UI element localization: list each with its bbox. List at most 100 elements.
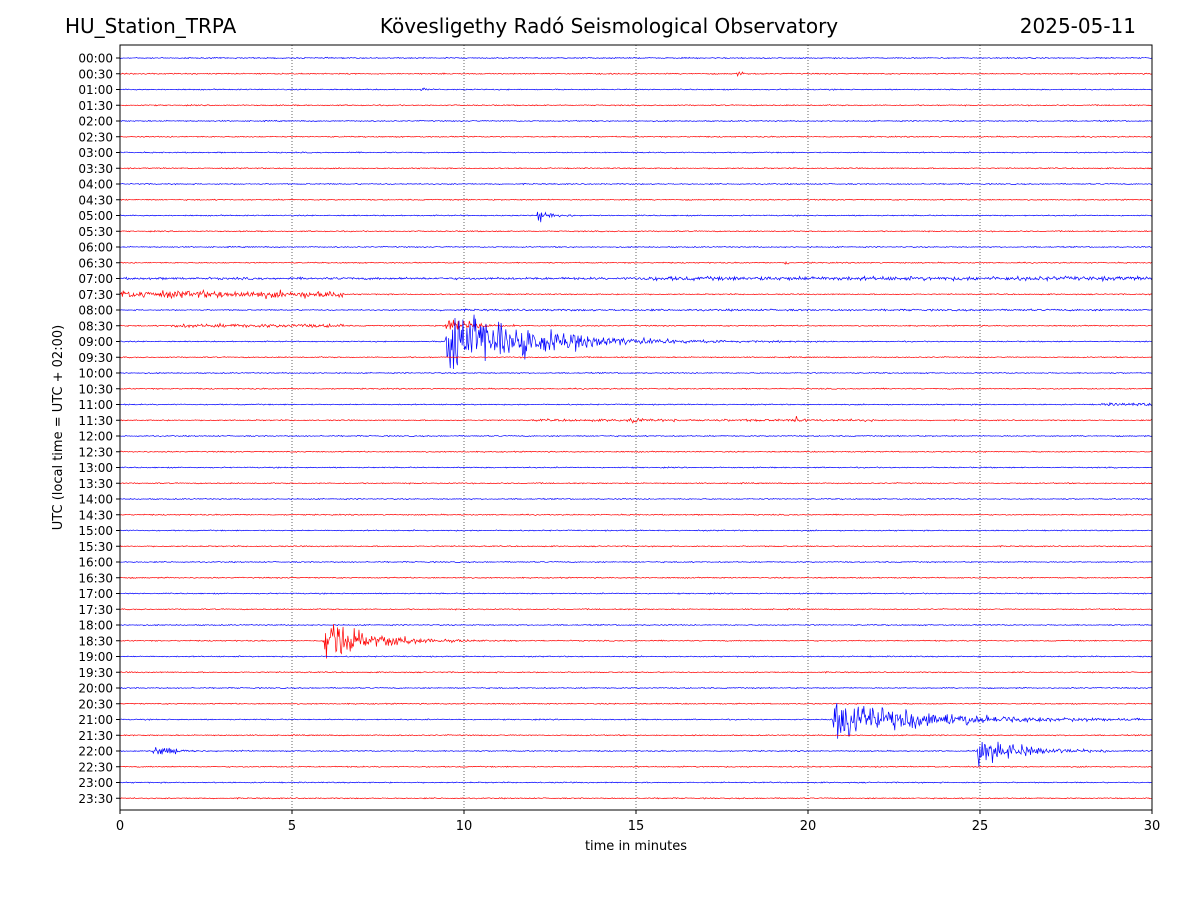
y-tick-label: 11:30 bbox=[78, 414, 113, 428]
trace-0200 bbox=[119, 119, 1153, 123]
trace-0330 bbox=[119, 166, 1153, 170]
y-tick-label: 19:30 bbox=[78, 666, 113, 680]
trace-1400 bbox=[119, 497, 1153, 501]
y-tick-label: 10:30 bbox=[78, 382, 113, 396]
y-tick-label: 11:00 bbox=[78, 398, 113, 412]
trace-0400 bbox=[119, 182, 1153, 186]
trace-1000 bbox=[119, 371, 1153, 375]
trace-0930 bbox=[119, 356, 1153, 359]
y-tick-label: 03:30 bbox=[78, 162, 113, 176]
y-tick-label: 07:00 bbox=[78, 272, 113, 286]
y-tick-label: 17:00 bbox=[78, 587, 113, 601]
trace-0500 bbox=[119, 211, 1153, 223]
trace-0030 bbox=[119, 71, 1153, 78]
trace-0230 bbox=[119, 135, 1153, 138]
trace-0000 bbox=[119, 56, 1153, 60]
y-tick-label: 05:00 bbox=[78, 209, 113, 223]
trace-1200 bbox=[119, 434, 1153, 438]
x-tick-label: 25 bbox=[972, 819, 989, 834]
trace-1030 bbox=[119, 387, 1153, 390]
y-tick-label: 20:30 bbox=[78, 697, 113, 711]
y-tick-label: 13:30 bbox=[78, 477, 113, 491]
y-tick-label: 01:30 bbox=[78, 99, 113, 113]
x-tick-label: 30 bbox=[1144, 819, 1161, 834]
trace-2200 bbox=[119, 741, 1153, 767]
y-axis-label: UTC (local time = UTC + 02:00) bbox=[51, 325, 66, 530]
y-tick-label: 17:30 bbox=[78, 603, 113, 617]
trace-0130 bbox=[119, 104, 1153, 107]
y-tick-label: 15:30 bbox=[78, 540, 113, 554]
gridlines bbox=[291, 45, 981, 810]
y-tick-label: 12:00 bbox=[78, 430, 113, 444]
trace-1430 bbox=[119, 513, 1153, 516]
trace-0800 bbox=[119, 308, 1153, 313]
x-tick-label: 10 bbox=[456, 819, 473, 834]
y-tick-label: 21:30 bbox=[78, 729, 113, 743]
x-tick-label: 20 bbox=[800, 819, 817, 834]
chart-date: 2025-05-11 bbox=[1019, 14, 1136, 38]
trace-2230 bbox=[119, 765, 1153, 768]
trace-0430 bbox=[119, 198, 1153, 201]
y-tick-label: 10:00 bbox=[78, 367, 113, 381]
x-tick-labels: 0 5 10 15 20 25 30 bbox=[116, 810, 1160, 834]
trace-1600 bbox=[119, 560, 1153, 564]
trace-1230 bbox=[119, 450, 1153, 453]
seismic-traces bbox=[119, 56, 1153, 800]
y-tick-label: 23:30 bbox=[78, 792, 113, 806]
y-tick-label: 05:30 bbox=[78, 225, 113, 239]
y-tick-label: 16:30 bbox=[78, 571, 113, 585]
y-tick-label: 22:30 bbox=[78, 760, 113, 774]
trace-0700 bbox=[119, 275, 1153, 283]
y-tick-label: 14:00 bbox=[78, 493, 113, 507]
trace-2030 bbox=[119, 702, 1153, 705]
trace-2100 bbox=[119, 703, 1153, 739]
trace-0900 bbox=[119, 314, 1153, 369]
y-tick-label: 09:00 bbox=[78, 335, 113, 349]
y-tick-label: 02:30 bbox=[78, 130, 113, 144]
y-tick-label: 07:30 bbox=[78, 288, 113, 302]
trace-0730 bbox=[119, 288, 1153, 300]
y-tick-label: 19:00 bbox=[78, 650, 113, 664]
trace-1530 bbox=[119, 545, 1153, 548]
y-tick-label: 18:30 bbox=[78, 634, 113, 648]
trace-2300 bbox=[119, 781, 1153, 784]
trace-1500 bbox=[119, 529, 1153, 532]
y-tick-label: 03:00 bbox=[78, 146, 113, 160]
y-tick-label: 06:30 bbox=[78, 256, 113, 270]
y-tick-label: 20:00 bbox=[78, 682, 113, 696]
trace-0100 bbox=[119, 87, 1153, 91]
y-tick-label: 21:00 bbox=[78, 713, 113, 727]
y-tick-label: 01:00 bbox=[78, 83, 113, 97]
trace-0630 bbox=[119, 260, 1153, 265]
trace-1800 bbox=[119, 623, 1153, 627]
trace-2000 bbox=[119, 686, 1153, 690]
trace-1130 bbox=[119, 415, 1153, 424]
trace-1300 bbox=[119, 466, 1153, 469]
chart-title: Kövesligethy Radó Seismological Observat… bbox=[379, 14, 839, 38]
station-name: HU_Station_TRPA bbox=[65, 14, 237, 38]
y-tick-label: 22:00 bbox=[78, 745, 113, 759]
y-tick-label: 08:30 bbox=[78, 319, 113, 333]
y-tick-label: 13:00 bbox=[78, 461, 113, 475]
trace-0530 bbox=[119, 230, 1153, 233]
trace-0830 bbox=[119, 319, 1153, 330]
y-tick-label: 16:00 bbox=[78, 556, 113, 570]
y-tick-label: 08:00 bbox=[78, 304, 113, 318]
x-axis-label: time in minutes bbox=[585, 839, 687, 854]
y-tick-label: 02:00 bbox=[78, 115, 113, 129]
trace-0600 bbox=[119, 245, 1153, 249]
x-tick-label: 5 bbox=[288, 819, 296, 834]
trace-1730 bbox=[119, 608, 1153, 611]
trace-2130 bbox=[119, 734, 1153, 737]
trace-1330 bbox=[119, 482, 1153, 485]
trace-1930 bbox=[119, 671, 1153, 674]
y-tick-label: 18:00 bbox=[78, 619, 113, 633]
trace-1830 bbox=[119, 624, 1153, 659]
x-tick-label: 0 bbox=[116, 819, 124, 834]
y-tick-label: 12:30 bbox=[78, 445, 113, 459]
y-tick-label: 00:30 bbox=[78, 67, 113, 81]
x-tick-label: 15 bbox=[628, 819, 645, 834]
trace-1900 bbox=[119, 655, 1153, 658]
